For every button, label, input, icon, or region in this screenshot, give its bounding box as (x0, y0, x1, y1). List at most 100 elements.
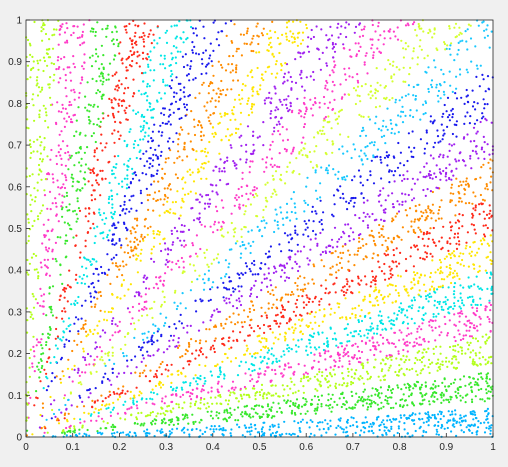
data-point (263, 170, 266, 173)
data-point (464, 352, 467, 355)
data-point (394, 300, 398, 303)
data-point (380, 314, 383, 318)
data-point (425, 131, 428, 134)
data-point (453, 323, 456, 326)
data-point (141, 237, 144, 240)
data-point (210, 433, 213, 436)
data-point (394, 260, 398, 263)
data-point (418, 203, 421, 206)
data-point (159, 386, 162, 389)
data-point (183, 193, 187, 196)
data-point (130, 414, 133, 417)
data-point (473, 383, 476, 386)
data-point (228, 336, 231, 339)
data-point (331, 151, 334, 154)
data-point (379, 350, 382, 353)
data-point (366, 378, 369, 381)
data-point (343, 382, 346, 385)
data-point (448, 119, 451, 122)
data-point (374, 30, 377, 33)
data-point (362, 426, 365, 429)
data-point (481, 198, 485, 201)
data-point (348, 360, 351, 363)
data-point (314, 189, 318, 192)
data-point (477, 420, 480, 423)
data-point (49, 403, 53, 406)
data-point (388, 418, 392, 421)
data-point (305, 324, 308, 327)
data-point (253, 308, 256, 312)
data-point (345, 21, 348, 24)
data-point (218, 412, 221, 415)
data-point (135, 238, 139, 241)
data-point (460, 416, 463, 419)
data-point (313, 359, 316, 362)
data-point (182, 260, 185, 263)
data-point (425, 217, 428, 220)
data-point (242, 393, 246, 396)
data-point (231, 112, 234, 115)
data-point (237, 406, 240, 409)
data-point (438, 365, 441, 368)
data-point (389, 406, 393, 410)
data-point (142, 338, 145, 341)
data-point (150, 257, 153, 260)
data-point (468, 335, 472, 338)
data-point (448, 345, 452, 349)
data-point (326, 422, 329, 425)
data-point (371, 38, 374, 41)
data-point (255, 404, 258, 407)
data-point (346, 382, 349, 385)
data-point (467, 276, 470, 279)
data-point (430, 79, 434, 82)
data-point (479, 176, 482, 179)
data-point (354, 25, 358, 28)
data-point (275, 106, 278, 109)
data-point (329, 244, 332, 248)
data-point (116, 296, 119, 299)
data-point (114, 262, 118, 265)
data-point (290, 210, 293, 214)
data-point (146, 432, 149, 435)
data-point (339, 185, 342, 188)
data-point (285, 38, 288, 41)
data-point (373, 141, 376, 144)
data-point (258, 404, 261, 407)
data-point (470, 398, 474, 401)
data-point (387, 316, 390, 319)
data-point (238, 203, 241, 206)
data-point (384, 254, 388, 257)
data-point (154, 324, 157, 327)
data-point (271, 133, 274, 136)
data-point (288, 346, 291, 349)
data-point (453, 302, 456, 305)
data-point (375, 295, 378, 298)
data-point (359, 329, 362, 333)
data-point (305, 349, 308, 352)
data-point (299, 430, 302, 433)
data-point (450, 42, 453, 45)
data-point (449, 192, 452, 195)
data-point (429, 176, 432, 179)
data-point (389, 63, 392, 66)
data-point (84, 323, 87, 326)
data-point (216, 228, 219, 232)
data-point (253, 364, 256, 367)
data-point (469, 140, 472, 143)
data-point (450, 144, 453, 147)
data-point (171, 393, 174, 396)
data-point (402, 66, 405, 69)
data-point (360, 319, 364, 323)
data-point (232, 160, 235, 163)
data-point (181, 197, 184, 200)
data-point (486, 34, 489, 37)
data-point (324, 115, 327, 119)
data-point (316, 406, 319, 409)
data-point (68, 339, 71, 343)
data-point (362, 244, 365, 247)
data-point (262, 121, 265, 124)
data-point (55, 375, 58, 378)
data-point (348, 406, 351, 409)
data-point (362, 366, 365, 370)
data-point (245, 158, 248, 161)
